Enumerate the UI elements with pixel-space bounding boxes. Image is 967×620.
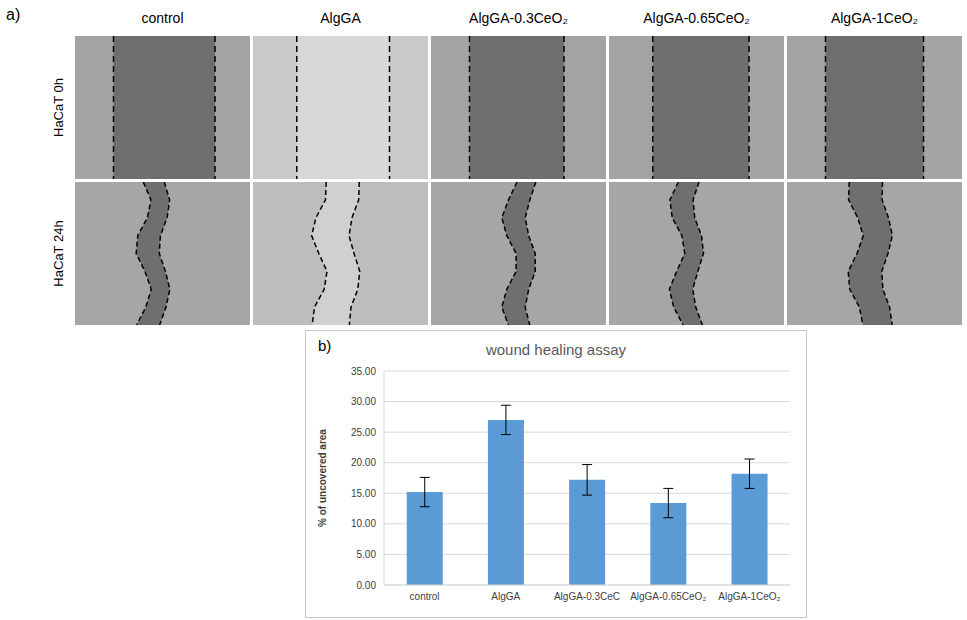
svg-text:5.00: 5.00 — [357, 549, 377, 560]
svg-text:AlgGA-1CeO₂: AlgGA-1CeO₂ — [718, 591, 780, 602]
svg-text:control: control — [410, 591, 440, 602]
html-text:b): b) — [318, 337, 332, 354]
html-text:AlgGA-0.3CeO₂: AlgGA-0.3CeO₂ — [469, 10, 568, 26]
svg-text:30.00: 30.00 — [351, 396, 376, 407]
html-text:wound healing assay: wound healing assay — [485, 341, 626, 358]
svg-text:35.00: 35.00 — [351, 366, 376, 377]
svg-text:15.00: 15.00 — [351, 488, 376, 499]
html-text:control: control — [141, 10, 184, 26]
svg-text:10.00: 10.00 — [351, 518, 376, 529]
svg-text:AlgGA-0.65CeO₂: AlgGA-0.65CeO₂ — [630, 591, 706, 602]
html-text:HaCaT 24h: HaCaT 24h — [50, 220, 66, 287]
html-text:AlgGA-1CeO₂: AlgGA-1CeO₂ — [830, 10, 919, 26]
html-text:AlgGA-0.65CeO₂: AlgGA-0.65CeO₂ — [643, 10, 750, 26]
svg-text:AlgGA-0.3CeC: AlgGA-0.3CeC — [554, 591, 620, 602]
svg-text:0.00: 0.00 — [357, 580, 377, 591]
svg-text:AlgGA: AlgGA — [491, 591, 520, 602]
svg-text:20.00: 20.00 — [351, 457, 376, 468]
html-text:a): a) — [6, 6, 21, 23]
svg-text:25.00: 25.00 — [351, 427, 376, 438]
svg-text:% of uncovered area: % of uncovered area — [317, 429, 328, 527]
html-text:AlgGA: AlgGA — [320, 10, 361, 26]
html-text:HaCaT 0h: HaCaT 0h — [50, 78, 66, 137]
